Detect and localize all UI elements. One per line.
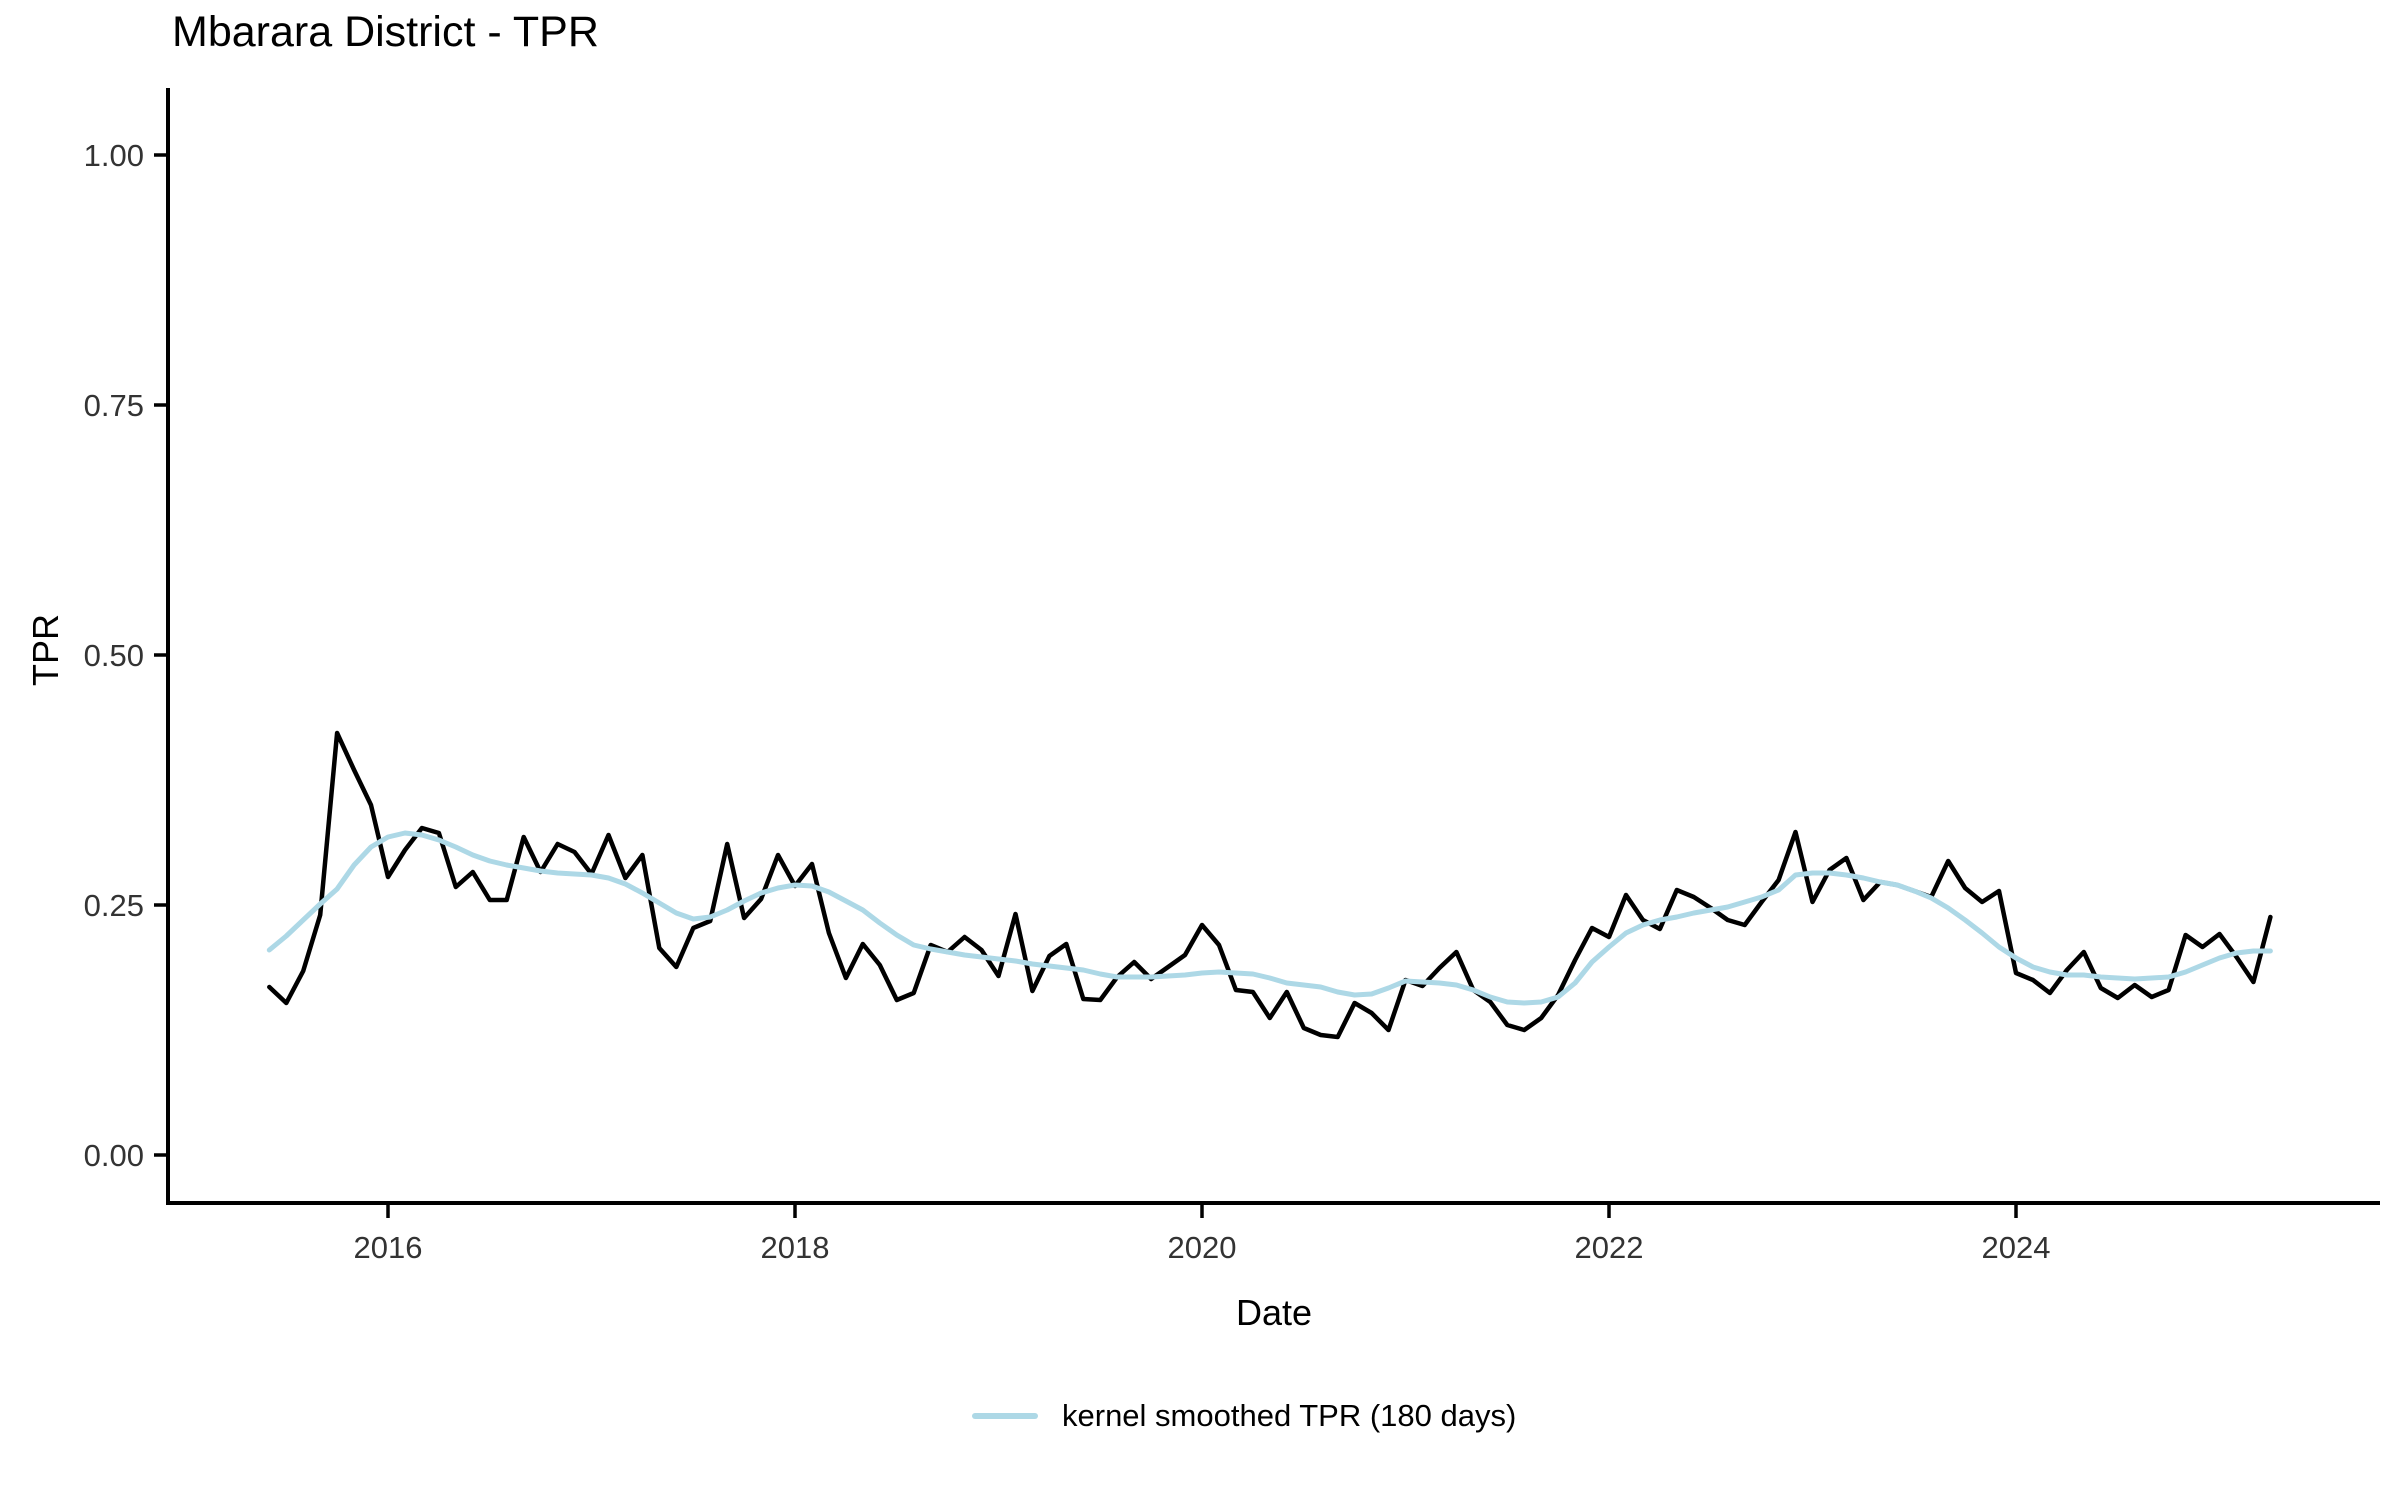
y-tick-label: 0.25 bbox=[84, 888, 144, 923]
legend-line-swatch bbox=[972, 1413, 1038, 1419]
chart-title: Mbarara District - TPR bbox=[172, 8, 599, 56]
tpr-line bbox=[267, 730, 2273, 1040]
y-tick-label: 1.00 bbox=[84, 138, 144, 173]
x-tick-label: 2024 bbox=[1982, 1230, 2051, 1265]
x-tick-label: 2022 bbox=[1575, 1230, 1644, 1265]
x-tick-label: 2018 bbox=[761, 1230, 830, 1265]
y-tick-label: 0.75 bbox=[84, 388, 144, 423]
x-axis-title: Date bbox=[1235, 1292, 1313, 1333]
y-tick-label: 0.50 bbox=[84, 638, 144, 673]
kernel-smoothed-line bbox=[266, 830, 2273, 1006]
y-axis-title: TPR bbox=[25, 614, 66, 686]
x-tick-label: 2016 bbox=[354, 1230, 423, 1265]
x-tick-label: 2020 bbox=[1168, 1230, 1237, 1265]
legend: kernel smoothed TPR (180 days) bbox=[972, 1398, 1516, 1434]
y-tick-label: 0.00 bbox=[84, 1138, 144, 1173]
legend-label: kernel smoothed TPR (180 days) bbox=[1062, 1398, 1517, 1433]
